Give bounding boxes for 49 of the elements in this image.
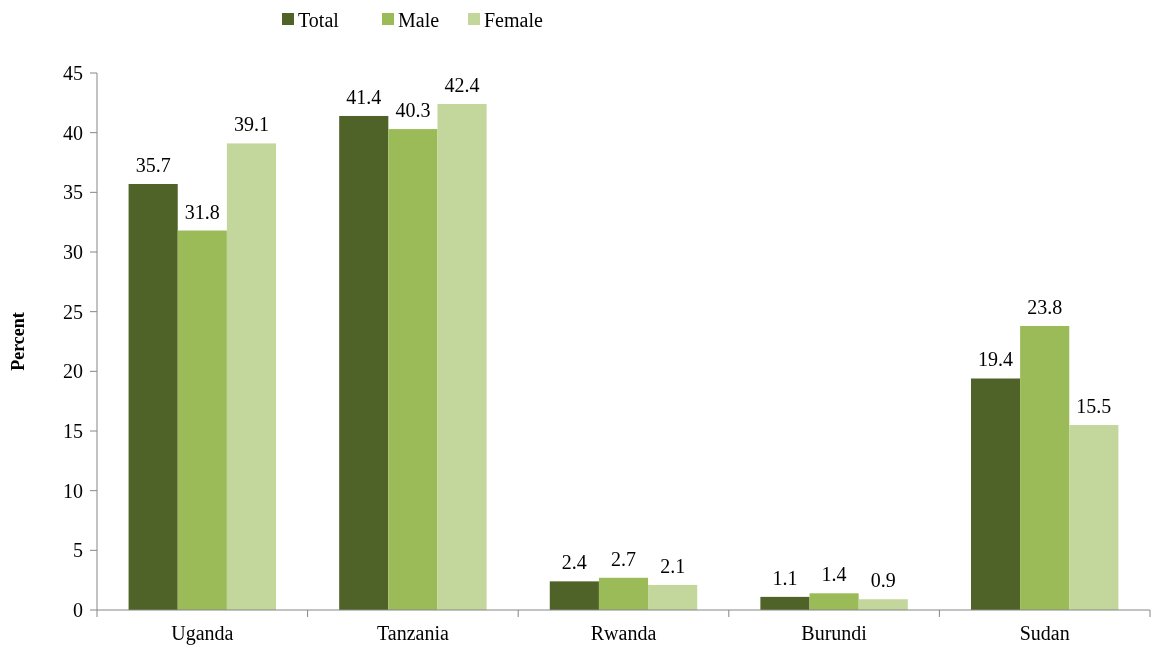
data-label: 19.4 [978,348,1014,371]
y-tick-label: 0 [73,599,83,621]
legend-label: Total [298,9,340,31]
y-tick-label: 5 [73,539,83,562]
bar [809,593,859,610]
y-tick-label: 10 [63,479,83,502]
data-label: 2.1 [660,554,686,577]
y-tick-label: 40 [63,121,83,144]
y-tick-label: 30 [63,241,83,263]
y-tick-label: 20 [63,360,83,383]
bar [858,599,908,610]
bar [177,230,227,610]
y-axis-title: Percent [8,312,28,371]
bar [128,183,178,610]
bar [760,596,810,610]
bar [1020,325,1070,610]
data-label: 40.3 [395,99,431,122]
bar [226,143,277,610]
data-label: 2.7 [611,547,636,570]
x-tick-label: Uganda [171,622,234,645]
data-label: 41.4 [346,85,382,108]
data-label: 1.4 [821,563,847,586]
bar [648,584,698,610]
data-label: 2.4 [561,551,587,574]
x-tick-label: Sudan [1019,622,1070,644]
y-tick-label: 15 [63,420,83,442]
data-label: 15.5 [1076,395,1112,418]
data-label: 35.7 [135,153,171,176]
data-label: 42.4 [444,74,480,97]
data-label: 31.8 [184,200,220,223]
bar [1069,425,1119,610]
bar [388,129,438,610]
bar [339,115,389,610]
y-tick-label: 25 [63,300,83,323]
data-label: 23.8 [1027,295,1063,318]
x-tick-label: Tanzania [376,622,449,644]
y-tick-label: 45 [63,62,83,84]
bar [437,104,487,610]
y-tick-label: 35 [63,181,83,204]
x-tick-label: Burundi [801,622,868,644]
x-tick-label: Rwanda [590,622,657,644]
data-label: 1.1 [772,566,798,589]
legend-label: Male [398,9,440,31]
data-label: 0.9 [870,569,896,592]
legend-label: Female [484,9,543,31]
bar [970,378,1021,610]
bar [549,581,599,610]
data-label: 39.1 [233,113,269,136]
bar [598,577,649,610]
